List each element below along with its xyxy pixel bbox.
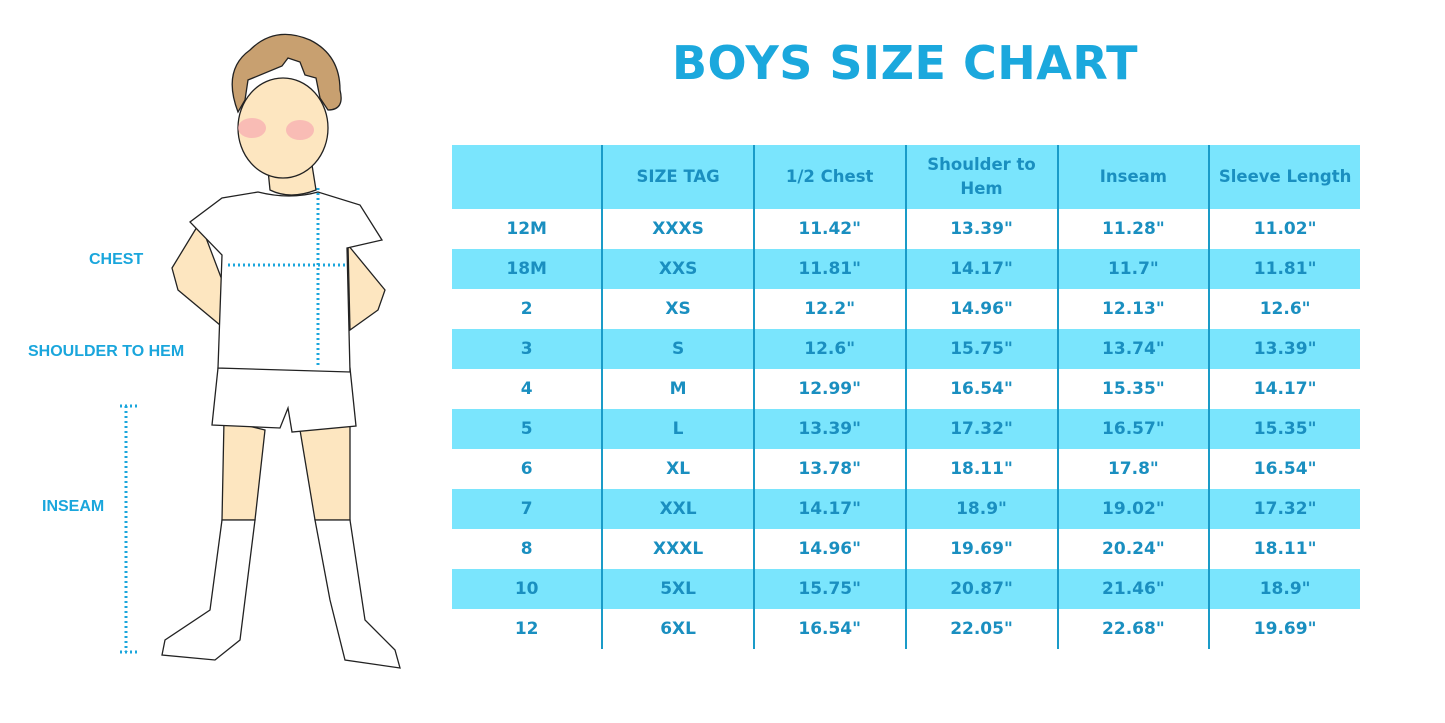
table-cell: 20.87" [904, 569, 1058, 609]
table-row: 4 M 12.99" 16.54" 15.35" 14.17" [452, 369, 1360, 409]
table-cell: 14.17" [752, 489, 906, 529]
table-cell: 11.81" [752, 249, 906, 289]
table-cell: 13.39" [1208, 329, 1360, 369]
table-cell: 22.68" [1056, 609, 1210, 649]
table-cell: 4 [520, 379, 533, 399]
hair [231, 33, 342, 114]
table-cell: 15.75" [752, 569, 906, 609]
table-cell: 13.74" [1056, 329, 1210, 369]
boy-illustration [120, 33, 401, 669]
table-cell: 5XL [601, 569, 754, 609]
table-cell: 19.69" [1208, 609, 1360, 649]
table-cell: 18.11" [1208, 529, 1360, 569]
table-cell: M [601, 369, 754, 409]
table-cell: 14.17" [1208, 369, 1360, 409]
table-cell: 17.32" [904, 409, 1058, 449]
socks [161, 519, 401, 669]
table-cell: XXXL [601, 529, 754, 569]
table-cell: 18.9" [904, 489, 1058, 529]
table-row: 7 XXL 14.17" 18.9" 19.02" 17.32" [452, 489, 1360, 529]
table-cell: 15.35" [1208, 409, 1360, 449]
table-cell: 12.6" [1208, 289, 1360, 329]
table-cell: 14.17" [904, 249, 1058, 289]
shoulder-to-hem-label: SHOULDER TO HEM [28, 343, 185, 360]
table-cell: 19.02" [1056, 489, 1210, 529]
table-cell: 21.46" [1056, 569, 1210, 609]
table-cell: 15.75" [904, 329, 1058, 369]
table-cell: 11.81" [1208, 249, 1360, 289]
table-cell: 12.2" [752, 289, 906, 329]
table-cell: 3 [452, 329, 603, 369]
table-row: 10 5XL 15.75" 20.87" 21.46" 18.9" [452, 569, 1360, 609]
column-header: SIZE TAG [601, 145, 754, 209]
chest-label: CHEST [89, 251, 144, 268]
table-cell: 15.35" [1056, 369, 1210, 409]
table-cell: 7 [452, 489, 603, 529]
table-cell: 12.6" [752, 329, 906, 369]
table-cell: 18.9" [1208, 569, 1360, 609]
table-cell: 11.28" [1056, 209, 1210, 249]
table-cell: XL [601, 449, 754, 489]
table-row: 18M XXS 11.81" 14.17" 11.7" 11.81" [452, 249, 1360, 289]
table-cell: 11.02" [1208, 209, 1360, 249]
table-cell: 13.78" [752, 449, 906, 489]
table-row: 6 XL 13.78" 18.11" 17.8" 16.54" [452, 449, 1360, 489]
page-title: BOYS SIZE CHART [671, 36, 1139, 90]
table-cell: XXL [601, 489, 754, 529]
table-cell: 2 [520, 299, 533, 319]
table-cell: 5 [452, 409, 603, 449]
table-row: 12M XXXS 11.42" 13.39" 11.28" 11.02" [452, 209, 1360, 249]
table-cell: 16.54" [1208, 449, 1360, 489]
table-cell: 16.54" [752, 609, 906, 649]
size-chart-table: SIZE TAG 1/2 Chest Shoulder to Hem Inseam Sl… [452, 145, 1360, 649]
table-cell: 10 [452, 569, 603, 609]
table-cell: 13.39" [904, 209, 1058, 249]
table-row: 12 6XL 16.54" 22.05" 22.68" 19.69" [452, 609, 1360, 649]
table-cell: S [601, 329, 754, 369]
table-cell: 12 [514, 619, 539, 639]
table-row: 5 L 13.39" 17.32" 16.57" 15.35" [452, 409, 1360, 449]
table-row: 2 XS 12.2" 14.96" 12.13" 12.6" [452, 289, 1360, 329]
table-cell: 12M [506, 219, 547, 239]
table-cell: 16.54" [904, 369, 1058, 409]
table-cell: 14.96" [752, 529, 906, 569]
column-header: Shoulder to Hem [904, 145, 1058, 209]
column-header: Sleeve Length [1208, 145, 1360, 209]
table-cell: 20.24" [1056, 529, 1210, 569]
arms [171, 220, 386, 332]
table-cell: XS [601, 289, 754, 329]
table-cell: 17.8" [1056, 449, 1210, 489]
table-cell: 8 [520, 539, 533, 559]
table-cell: 19.69" [904, 529, 1058, 569]
column-header [452, 145, 603, 209]
table-row: 3 S 12.6" 15.75" 13.74" 13.39" [452, 329, 1360, 369]
column-header: 1/2 Chest [752, 145, 906, 209]
shirt [189, 191, 384, 373]
table-cell: 13.39" [752, 409, 906, 449]
table-cell: XXS [601, 249, 754, 289]
table-cell: XXXS [601, 209, 754, 249]
table-cell: 12.13" [1056, 289, 1210, 329]
table-cell: 6XL [601, 609, 754, 649]
table-cell: 17.32" [1208, 489, 1360, 529]
inseam-label: INSEAM [42, 498, 105, 515]
table-header-row: SIZE TAG 1/2 Chest Shoulder to Hem Inseam Sl… [452, 145, 1360, 209]
table-cell: 14.96" [904, 289, 1058, 329]
table-cell: 22.05" [904, 609, 1058, 649]
table-cell: 18.11" [904, 449, 1058, 489]
table-cell: 18M [452, 249, 603, 289]
table-cell: 16.57" [1056, 409, 1210, 449]
table-cell: 11.7" [1056, 249, 1210, 289]
table-row: 8 XXXL 14.96" 19.69" 20.24" 18.11" [452, 529, 1360, 569]
table-cell: 6 [520, 459, 533, 479]
shorts [211, 367, 357, 433]
table-cell: 11.42" [752, 209, 906, 249]
table-cell: L [601, 409, 754, 449]
table-cell: 12.99" [752, 369, 906, 409]
legs [221, 419, 351, 521]
column-header: Inseam [1056, 145, 1210, 209]
